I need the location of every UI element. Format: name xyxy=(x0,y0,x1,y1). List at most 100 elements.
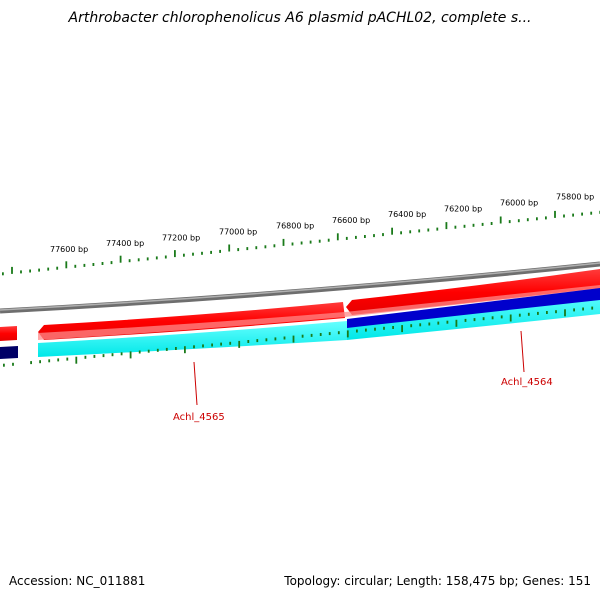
gene-left-edge-navy xyxy=(0,346,18,359)
ruler-minor-tick xyxy=(355,235,357,239)
topology-summary: Topology: circular; Length: 158,475 bp; … xyxy=(284,574,591,588)
ruler-minor-tick xyxy=(526,218,529,222)
map-title: Arthrobacter chlorophenolicus A6 plasmid… xyxy=(68,10,532,26)
gene-achl-4564-forward[interactable] xyxy=(346,269,600,315)
ruler-minor-tick xyxy=(301,334,304,338)
ruler-major-tick xyxy=(11,266,13,274)
ruler-minor-tick xyxy=(527,312,530,316)
ruler-minor-tick xyxy=(491,316,494,320)
ruler-minor-tick xyxy=(428,322,431,326)
ruler-minor-tick xyxy=(517,219,520,223)
achl-4565-leader-line xyxy=(193,361,198,406)
ruler-minor-tick xyxy=(229,341,232,345)
ruler-minor-tick xyxy=(373,234,375,238)
ruler-minor-tick xyxy=(481,222,484,226)
ruler-labels: 77600 bp 77400 bp 77200 bp 77000 bp 76800 bp… xyxy=(50,193,594,254)
ruler-minor-tick xyxy=(246,247,249,251)
ruler-minor-tick xyxy=(57,358,60,362)
ruler-minor-tick xyxy=(364,235,366,238)
ruler-minor-tick xyxy=(128,259,131,263)
ruler-minor-tick xyxy=(183,253,185,257)
ruler-label: 76600 bp xyxy=(332,216,370,225)
ruler-minor-tick xyxy=(201,251,203,255)
ruler-minor-tick xyxy=(274,337,277,341)
ruler-minor-tick xyxy=(508,220,511,224)
ruler-minor-tick xyxy=(138,350,141,354)
ruler-major-tick xyxy=(228,244,231,252)
ruler-major-tick xyxy=(119,255,122,263)
ruler-minor-tick xyxy=(518,313,521,317)
ruler-minor-tick xyxy=(555,310,557,314)
ruler-minor-tick xyxy=(300,241,303,245)
ruler-major-tick xyxy=(499,216,502,224)
ruler-minor-tick xyxy=(472,223,475,227)
ruler-major-tick xyxy=(509,314,512,322)
ruler-minor-tick xyxy=(283,336,286,340)
ruler-label: 77200 bp xyxy=(162,233,200,242)
ruler-major-tick xyxy=(336,233,339,241)
gene-label-achl-4564[interactable]: Achl_4564 xyxy=(501,377,553,388)
ruler-minor-tick xyxy=(56,266,59,270)
ruler-minor-tick xyxy=(111,353,114,357)
ruler-minor-tick xyxy=(319,333,322,336)
ruler-minor-tick xyxy=(573,308,575,312)
ruler-minor-tick xyxy=(464,318,467,322)
ruler-minor-tick xyxy=(193,345,195,349)
ruler-minor-tick xyxy=(29,269,31,273)
ruler-minor-tick xyxy=(265,338,268,342)
ruler-minor-tick xyxy=(175,347,177,350)
gene-label-achl-4565[interactable]: Achl_4565 xyxy=(173,412,225,423)
ruler-minor-tick xyxy=(345,236,348,240)
ruler-minor-tick xyxy=(2,272,4,276)
ruler-minor-tick xyxy=(409,230,412,234)
ruler-minor-tick xyxy=(454,225,457,229)
ruler-minor-tick xyxy=(101,262,104,265)
ruler-minor-tick xyxy=(546,311,548,314)
ruler-minor-tick xyxy=(382,233,384,237)
ruler-minor-tick xyxy=(446,320,449,324)
ruler-minor-tick xyxy=(427,228,430,232)
achl-4564-leader-line xyxy=(520,330,525,373)
ruler-minor-tick xyxy=(537,311,539,315)
ruler-major-tick xyxy=(445,222,448,230)
ruler-minor-tick xyxy=(74,264,77,268)
ruler-minor-tick xyxy=(102,354,105,358)
accession-text: Accession: NC_011881 xyxy=(9,574,146,588)
reverse-blue-band xyxy=(347,288,600,328)
gene-achl-4565-reverse[interactable] xyxy=(38,321,347,357)
ruler-minor-tick xyxy=(211,343,213,347)
ruler-minor-tick xyxy=(237,248,240,252)
ruler-minor-tick xyxy=(220,342,222,346)
ruler-minor-tick xyxy=(255,246,258,250)
ruler-minor-tick xyxy=(572,213,574,217)
ruler-minor-tick xyxy=(164,255,167,259)
ruler-minor-tick xyxy=(328,332,331,336)
ruler-minor-tick xyxy=(482,317,485,321)
ruler-minor-tick xyxy=(473,318,476,322)
ruler-label: 77400 bp xyxy=(106,239,144,248)
ruler-minor-tick xyxy=(591,306,594,310)
ruler-minor-tick xyxy=(291,242,294,246)
ruler-minor-tick xyxy=(48,359,51,363)
ruler-minor-tick xyxy=(563,214,565,218)
ruler-minor-tick xyxy=(84,355,87,359)
ruler-minor-tick xyxy=(155,256,158,260)
ruler-minor-tick xyxy=(545,216,547,220)
ruler-major-tick xyxy=(184,346,186,354)
ruler-minor-tick xyxy=(210,250,212,254)
ruler-minor-tick xyxy=(202,344,204,348)
ruler-major-tick xyxy=(75,356,78,364)
ruler-minor-tick xyxy=(66,357,69,361)
gene-left-edge-red xyxy=(0,326,17,341)
ruler-minor-tick xyxy=(418,229,421,233)
ruler-minor-tick xyxy=(463,224,466,228)
ruler-minor-tick xyxy=(30,361,32,365)
upper-tick-marks xyxy=(2,210,600,276)
ruler-minor-tick xyxy=(337,331,340,335)
ruler-major-tick xyxy=(346,330,349,338)
ruler-minor-tick xyxy=(256,339,259,343)
ruler-minor-tick xyxy=(156,348,159,352)
ruler-label: 76800 bp xyxy=(276,222,314,231)
lower-tick-marks xyxy=(3,306,594,367)
